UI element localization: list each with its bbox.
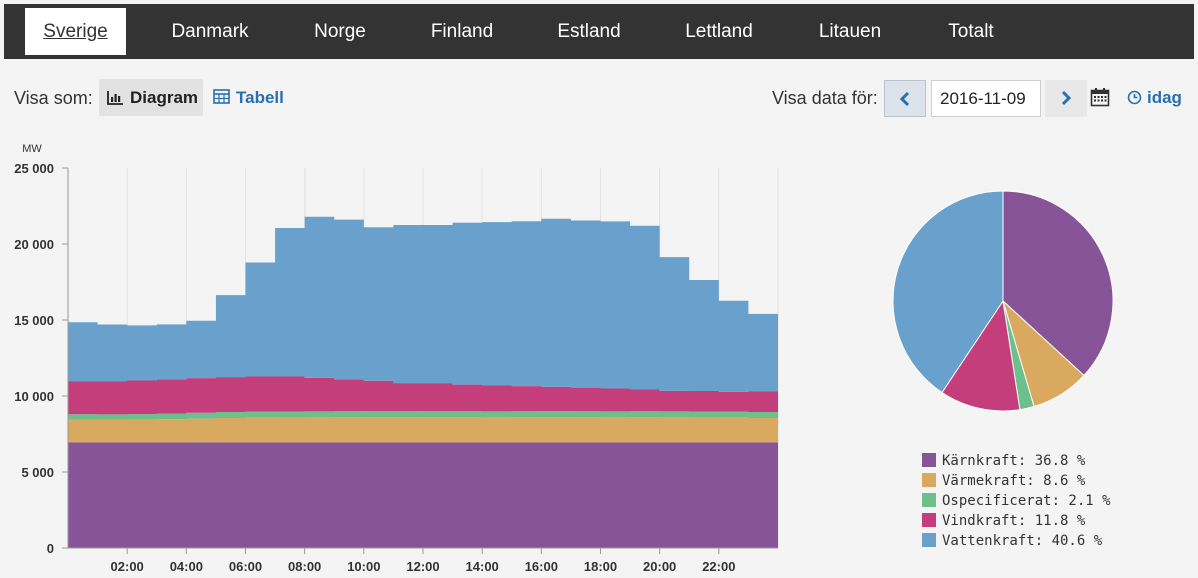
pie-legend: Kärnkraft: 36.8 % Värmekraft: 8.6 % Ospeci… (922, 452, 1111, 552)
legend-label: Ospecificerat: 2.1 % (942, 493, 1111, 509)
legend-item[interactable]: Kärnkraft: 36.8 % (922, 452, 1111, 472)
tab-lettland[interactable]: Lettland (685, 21, 753, 42)
legend-label: Vattenkraft: 40.6 % (942, 533, 1103, 549)
view-as-label: Visa som: (14, 88, 93, 108)
chevron-right-icon (1061, 90, 1072, 106)
tab-litauen[interactable]: Litauen (818, 21, 882, 42)
area-series-ospecificerat[interactable] (68, 411, 778, 420)
area-series-vattenkraft[interactable] (68, 216, 778, 392)
today-label: idag (1147, 88, 1182, 107)
legend-item[interactable]: Vattenkraft: 40.6 % (922, 532, 1111, 552)
legend-item[interactable]: Vindkraft: 11.8 % (922, 512, 1111, 532)
country-tab-bar (4, 4, 1194, 59)
production-area-chart: 0 5 000 10 000 15 000 20 000 25 000 MW 02:00 04:… (14, 143, 779, 574)
production-pie-chart (892, 190, 1114, 412)
date-input[interactable] (931, 80, 1041, 117)
previous-day-button[interactable] (884, 80, 926, 117)
legend-swatch (922, 513, 936, 527)
legend-item[interactable]: Värmekraft: 8.6 % (922, 472, 1111, 492)
next-day-button[interactable] (1045, 80, 1087, 117)
x-tick-label: 20:00 (643, 559, 676, 574)
pie-slice-vindkraft[interactable] (941, 299, 1021, 412)
y-tick-label: 15 000 (14, 313, 54, 328)
x-tick-label: 14:00 (466, 559, 499, 574)
area-series-värmekraft[interactable] (68, 417, 778, 443)
clock-icon (1127, 90, 1142, 105)
y-tick-label: 25 000 (14, 161, 54, 176)
x-tick-label: 10:00 (347, 559, 380, 574)
tab-totalt[interactable]: Totalt (948, 21, 994, 42)
x-tick-label: 16:00 (525, 559, 558, 574)
table-label: Tabell (236, 88, 284, 107)
legend-label: Värmekraft: 8.6 % (942, 473, 1086, 489)
x-tick-label: 02:00 (111, 559, 144, 574)
legend-swatch (922, 453, 936, 467)
y-axis-unit-label: MW (22, 143, 42, 155)
tab-danmark[interactable]: Danmark (171, 21, 249, 42)
y-tick-label: 0 (47, 541, 54, 556)
diagram-label: Diagram (130, 88, 199, 107)
x-tick-label: 08:00 (288, 559, 321, 574)
x-tick-label: 12:00 (406, 559, 439, 574)
chevron-left-icon (899, 91, 910, 107)
pie-slice-vattenkraft[interactable] (892, 190, 1004, 394)
x-tick-label: 22:00 (702, 559, 735, 574)
x-tick-label: 18:00 (584, 559, 617, 574)
tab-sverige[interactable]: Sverige (25, 8, 126, 55)
calendar-icon[interactable] (1090, 87, 1110, 107)
y-tick-label: 20 000 (14, 237, 54, 252)
tab-estland[interactable]: Estland (557, 21, 621, 42)
legend-swatch (922, 533, 936, 547)
tab-finland[interactable]: Finland (430, 21, 494, 42)
pie-slice-kärnkraft[interactable] (1002, 190, 1114, 377)
legend-swatch (922, 473, 936, 487)
legend-swatch (922, 493, 936, 507)
legend-label: Vindkraft: 11.8 % (942, 513, 1086, 529)
diagram-button[interactable]: Diagram (99, 79, 203, 116)
y-tick-label: 5 000 (21, 465, 54, 480)
legend-item[interactable]: Ospecificerat: 2.1 % (922, 492, 1111, 512)
area-series-kärnkraft[interactable] (68, 442, 778, 548)
x-tick-label: 04:00 (170, 559, 203, 574)
area-series-vindkraft[interactable] (68, 376, 778, 415)
tab-norge[interactable]: Norge (314, 21, 366, 42)
show-data-for-label: Visa data för: (772, 88, 878, 108)
legend-label: Kärnkraft: 36.8 % (942, 453, 1086, 469)
x-tick-label: 06:00 (229, 559, 262, 574)
table-icon (213, 89, 230, 104)
bar-chart-icon (107, 91, 123, 105)
y-tick-label: 10 000 (14, 389, 54, 404)
tab-label: Sverige (43, 21, 108, 42)
